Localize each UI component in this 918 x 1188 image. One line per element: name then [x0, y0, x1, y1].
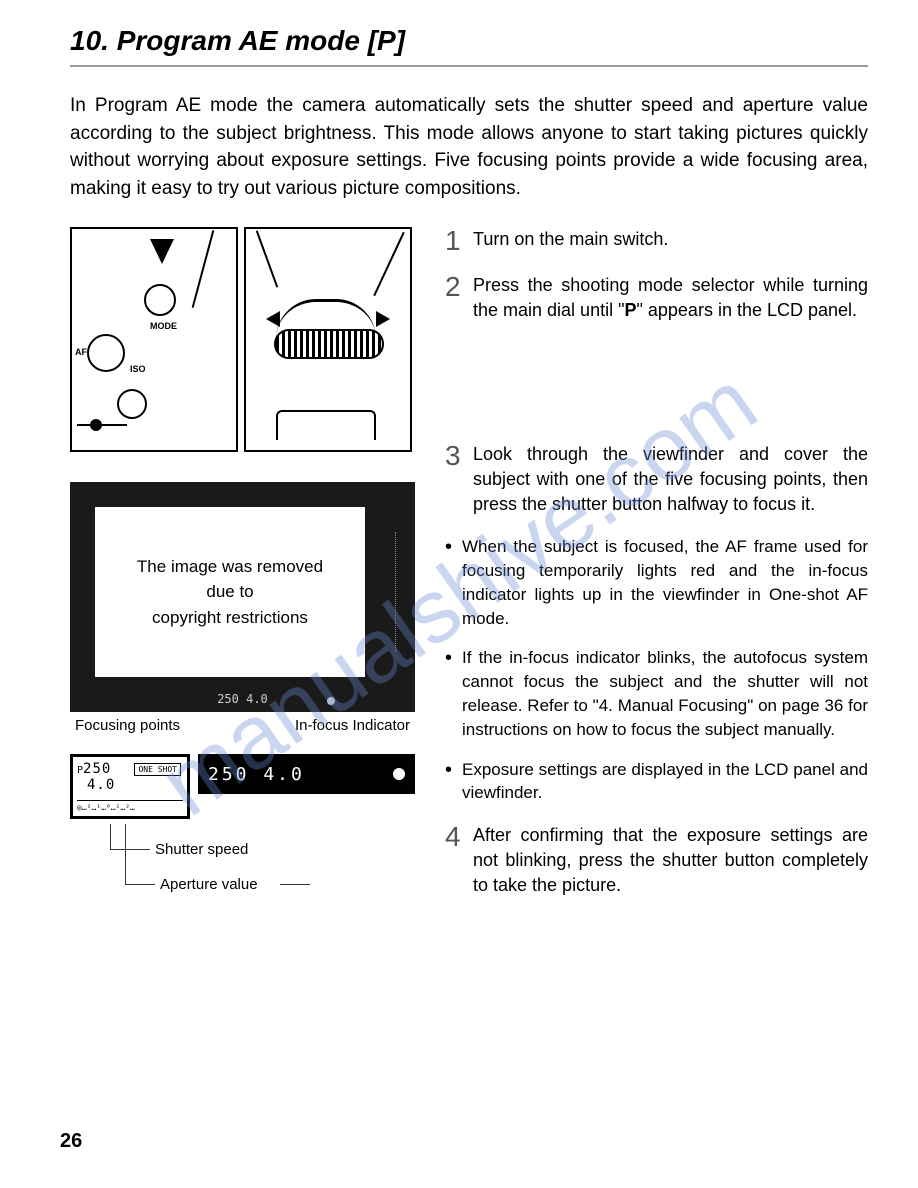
viewfinder-diagram: The image was removed due to copyright r…: [70, 482, 415, 712]
removed-text: The image was removed due to copyright r…: [137, 554, 323, 631]
bullet-list: When the subject is focused, the AF fram…: [445, 535, 868, 805]
shutter-speed-label: Shutter speed: [155, 841, 248, 858]
step-4: 4 After confirming that the exposure set…: [445, 823, 868, 899]
viewfinder-readout: 250 4.0: [70, 692, 415, 706]
lcd-row: P250 4.0 ONE SHOT ◎…²…¹…⁰…¹…²… 250 4.0: [70, 754, 415, 819]
lcd-aperture: 4.0: [87, 777, 115, 793]
mode-label: MODE: [150, 321, 177, 331]
infocus-indicator-label: In-focus Indicator: [295, 717, 410, 734]
lcd-scale: ◎…²…¹…⁰…¹…²…: [77, 800, 183, 812]
lcd-black-readout: 250 4.0: [208, 764, 305, 785]
callout-lines: Shutter speed Aperture value: [70, 829, 415, 909]
intro-paragraph: In Program AE mode the camera automatica…: [70, 92, 868, 202]
step-3-num: 3: [445, 442, 463, 518]
step-4-num: 4: [445, 823, 463, 899]
step-4-text: After confirming that the exposure setti…: [473, 823, 868, 899]
lcd-oneshot: ONE SHOT: [134, 763, 181, 776]
focusing-points-label: Focusing points: [75, 717, 180, 734]
lcd-panel-diagram: P250 4.0 ONE SHOT ◎…²…¹…⁰…¹…²…: [70, 754, 190, 819]
content-columns: MODE AF ISO The image was rem: [70, 227, 868, 916]
page-number: 26: [60, 1130, 82, 1153]
aperture-value-label: Aperture value: [160, 876, 258, 893]
section-heading: 10. Program AE mode [P]: [70, 25, 868, 57]
bullet-1: When the subject is focused, the AF fram…: [445, 535, 868, 630]
lcd-shutter: 250: [83, 761, 111, 777]
diagram-row-1: MODE AF ISO: [70, 227, 415, 452]
af-label: AF: [75, 347, 87, 357]
step-2: 2 Press the shooting mode selector while…: [445, 273, 868, 323]
viewfinder-removed-notice: The image was removed due to copyright r…: [95, 507, 365, 677]
bullet-2: If the in-focus indicator blinks, the au…: [445, 646, 868, 741]
diagram-main-dial: [244, 227, 412, 452]
heading-rule: [70, 65, 868, 67]
lcd-black-strip: 250 4.0: [198, 754, 415, 794]
step-1-text: Turn on the main switch.: [473, 227, 868, 255]
right-column: 1 Turn on the main switch. 2 Press the s…: [445, 227, 868, 916]
step-2-text: Press the shooting mode selector while t…: [473, 273, 868, 323]
viewfinder-labels: Focusing points In-focus Indicator: [70, 717, 415, 734]
step-3-text: Look through the viewfinder and cover th…: [473, 442, 868, 518]
left-column: MODE AF ISO The image was rem: [70, 227, 415, 916]
step-3: 3 Look through the viewfinder and cover …: [445, 442, 868, 518]
step-1-num: 1: [445, 227, 463, 255]
step-1: 1 Turn on the main switch.: [445, 227, 868, 255]
diagram-mode-button: MODE AF ISO: [70, 227, 238, 452]
step-2-num: 2: [445, 273, 463, 323]
iso-label: ISO: [130, 364, 146, 374]
bullet-3: Exposure settings are displayed in the L…: [445, 758, 868, 806]
